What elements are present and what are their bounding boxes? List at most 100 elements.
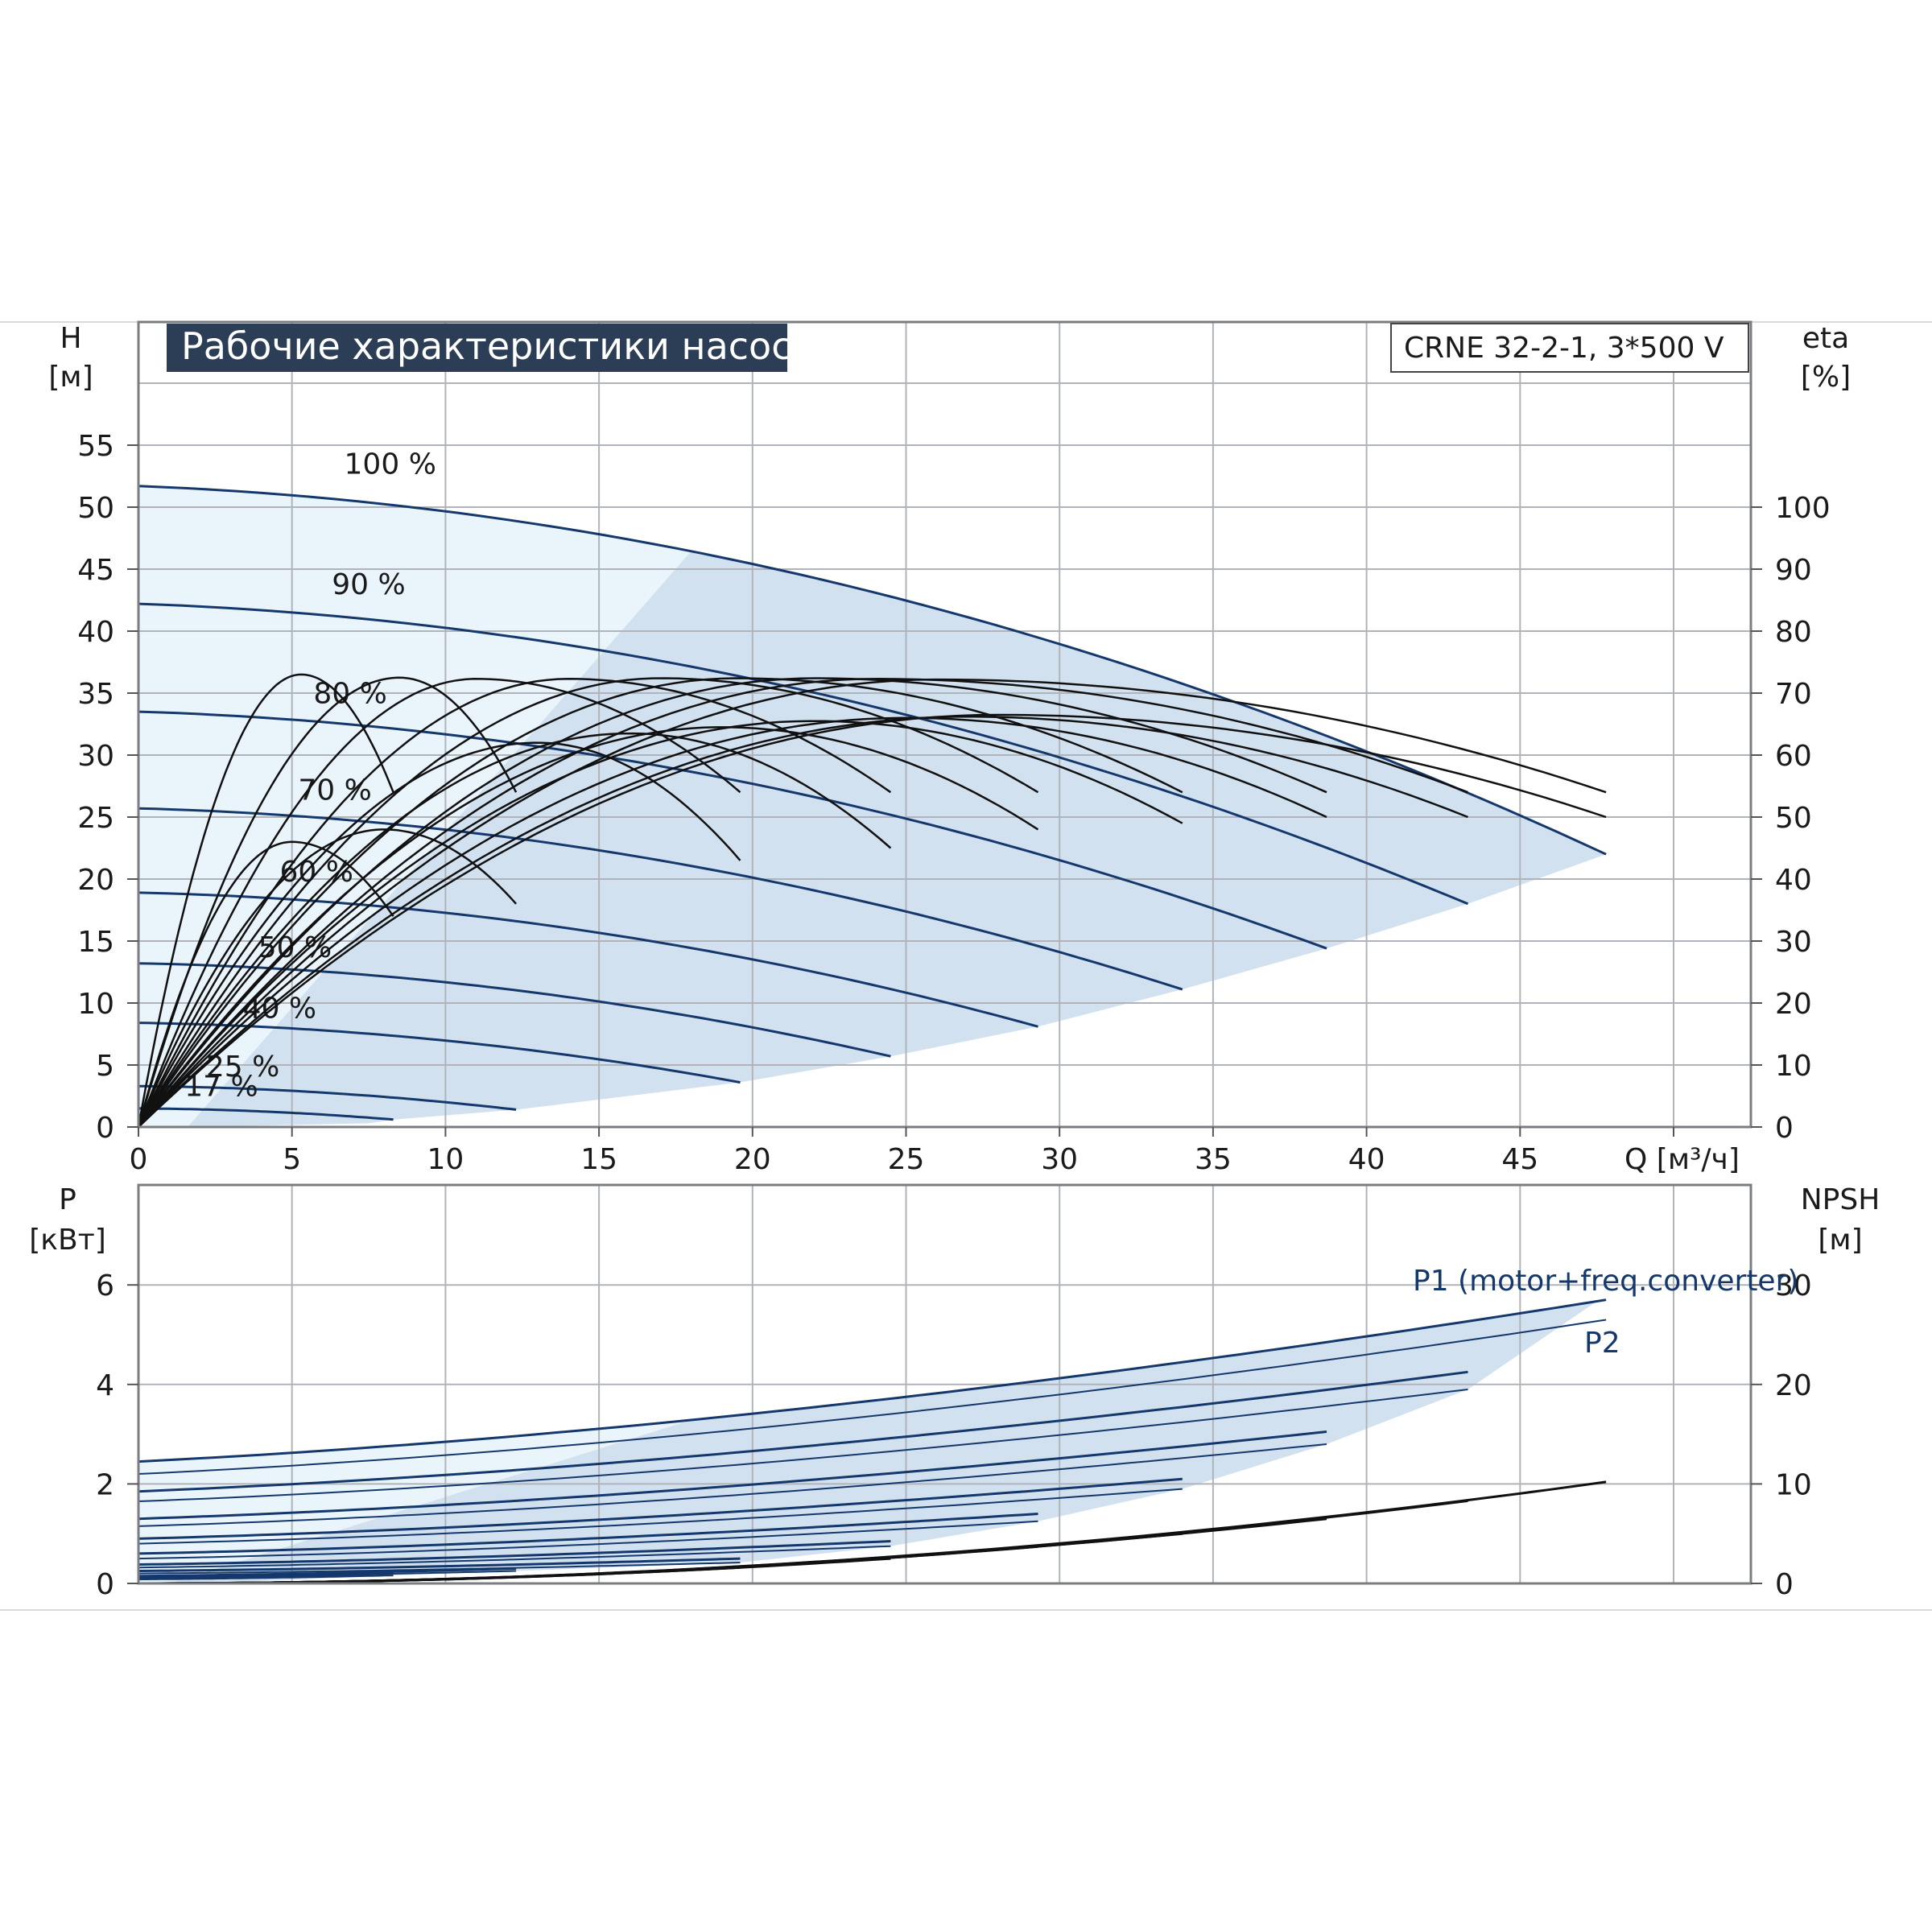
legend-p2: P2 [1584,1327,1620,1360]
power-light-region [138,1419,691,1583]
speed-label: 17 % [184,1071,258,1104]
y-left-tick-label: 15 [77,926,114,959]
legend-p1: P1 (motor+freq.converter) [1413,1265,1798,1298]
y-right-tick-label: 30 [1775,926,1812,959]
bottom-grid [138,1185,1751,1583]
y-left-tick-label: 20 [77,864,114,897]
speed-label: 100 % [345,448,436,481]
y-right-label-symbol: eta [1802,322,1849,355]
y-right-tick-label: 100 [1775,492,1831,525]
efficiency-curve [137,741,741,1128]
light-region [138,485,691,1127]
p1-curve [138,1513,1038,1555]
top-axis-ticks: 0 5 10 15 20 25 30 35 40 45 0 5 10 15 20 25 30 35 40 45 50 55… [77,430,1831,1176]
y-right-tick-label: 0 [1775,1112,1794,1145]
npsh-tick-label: 20 [1775,1369,1812,1402]
y-left-label-symbol: H [60,322,81,355]
y-right-tick-label: 70 [1775,678,1812,711]
efficiency-curve [138,678,1468,1128]
y-right-tick-label: 60 [1775,740,1812,773]
speed-label: 70 % [298,774,371,807]
y-left-tick-label: 35 [77,678,114,711]
efficiency-curve [137,676,518,1128]
y-right-label-unit: [%] [1801,361,1851,394]
top-plot-frame [137,320,1752,1129]
x-tick-label: 45 [1501,1143,1538,1176]
efficiency-curve [137,726,1039,1128]
npsh-tick-label: 0 [1775,1568,1794,1601]
head-curve [138,891,1038,1028]
p1-curve [138,1557,741,1572]
x-tick-label: 20 [734,1143,771,1176]
efficiency-curve [138,720,1183,1128]
efficiency-curve [137,677,1183,1128]
y-left-tick-label: 25 [77,802,114,835]
p1-curve [138,1370,1468,1493]
efficiency-curve [137,840,394,1128]
operating-region [188,551,1607,1127]
p-tick-label: 0 [96,1568,114,1601]
p1-curve [138,1572,394,1580]
p2-curve [138,1545,891,1569]
p-tick-label: 6 [96,1269,114,1302]
x-tick-label: 5 [283,1143,301,1176]
model-label-box [1390,323,1749,373]
efficiency-curves [137,673,1607,1128]
y-left-tick-label: 0 [96,1112,114,1145]
npsh-curves [138,1480,1607,1585]
x-tick-label: 30 [1041,1143,1078,1176]
efficiency-curve [137,677,1039,1128]
p2-curve [138,1488,1183,1545]
x-tick-label: 0 [130,1143,148,1176]
p2-curve [138,1520,1038,1560]
x-tick-label: 40 [1348,1143,1385,1176]
head-curve [138,710,1327,950]
efficiency-curve [138,716,1468,1128]
y-left-tick-label: 10 [77,988,114,1021]
efficiency-curve [137,732,892,1128]
chart-title-box [167,324,787,372]
npsh-tick-label: 10 [1775,1468,1812,1501]
y-right-tick-label: 20 [1775,988,1812,1021]
p2-curve [138,1443,1327,1527]
x-tick-label: 35 [1195,1143,1232,1176]
x-tick-label: 15 [580,1143,617,1176]
head-curve [138,1084,517,1111]
power-npsh-panel: 0 2 4 6 0 10 20 30 P [кВт] NPSH [м] P1 (motor+f… [0,1183,1932,1611]
power-curves [138,1298,1607,1581]
y-right-tick-label: 80 [1775,616,1812,649]
y-right-tick-label: 10 [1775,1050,1812,1083]
chart-title: Рабочие характеристики насоса [181,324,815,368]
head-curve [138,485,1607,856]
p2-curve [138,1389,1468,1502]
efficiency-curve [137,673,394,1128]
p1-curve [138,1430,1327,1521]
y-left-tick-label: 50 [77,492,114,525]
y-left-tick-label: 30 [77,740,114,773]
x-tick-label: 10 [427,1143,464,1176]
y-left-tick-label: 45 [77,554,114,587]
npsh-label-unit: [м] [1818,1224,1862,1257]
speed-label: 25 % [206,1051,279,1084]
npsh-tick-label: 30 [1775,1269,1812,1302]
head-curve [138,1107,394,1121]
p-label-symbol: P [59,1183,76,1216]
y-right-tick-label: 40 [1775,864,1812,897]
p-label-unit: [кВт] [29,1224,106,1257]
p2-curve [138,1319,1607,1475]
p2-curve [138,1575,394,1581]
y-left-tick-label: 40 [77,616,114,649]
bottom-axis-ticks: 0 2 4 6 0 10 20 30 [96,1269,1812,1601]
p1-curve [138,1567,517,1578]
efficiency-curve [137,828,518,1128]
x-tick-label: 25 [888,1143,925,1176]
p2-curve [138,1562,741,1575]
efficiency-curve [138,678,1607,1128]
efficiency-curve [137,678,892,1128]
efficiency-curve [137,678,741,1128]
p1-curve [138,1540,891,1566]
y-right-tick-label: 50 [1775,802,1812,835]
p-tick-label: 4 [96,1369,114,1402]
head-curve [138,962,891,1058]
